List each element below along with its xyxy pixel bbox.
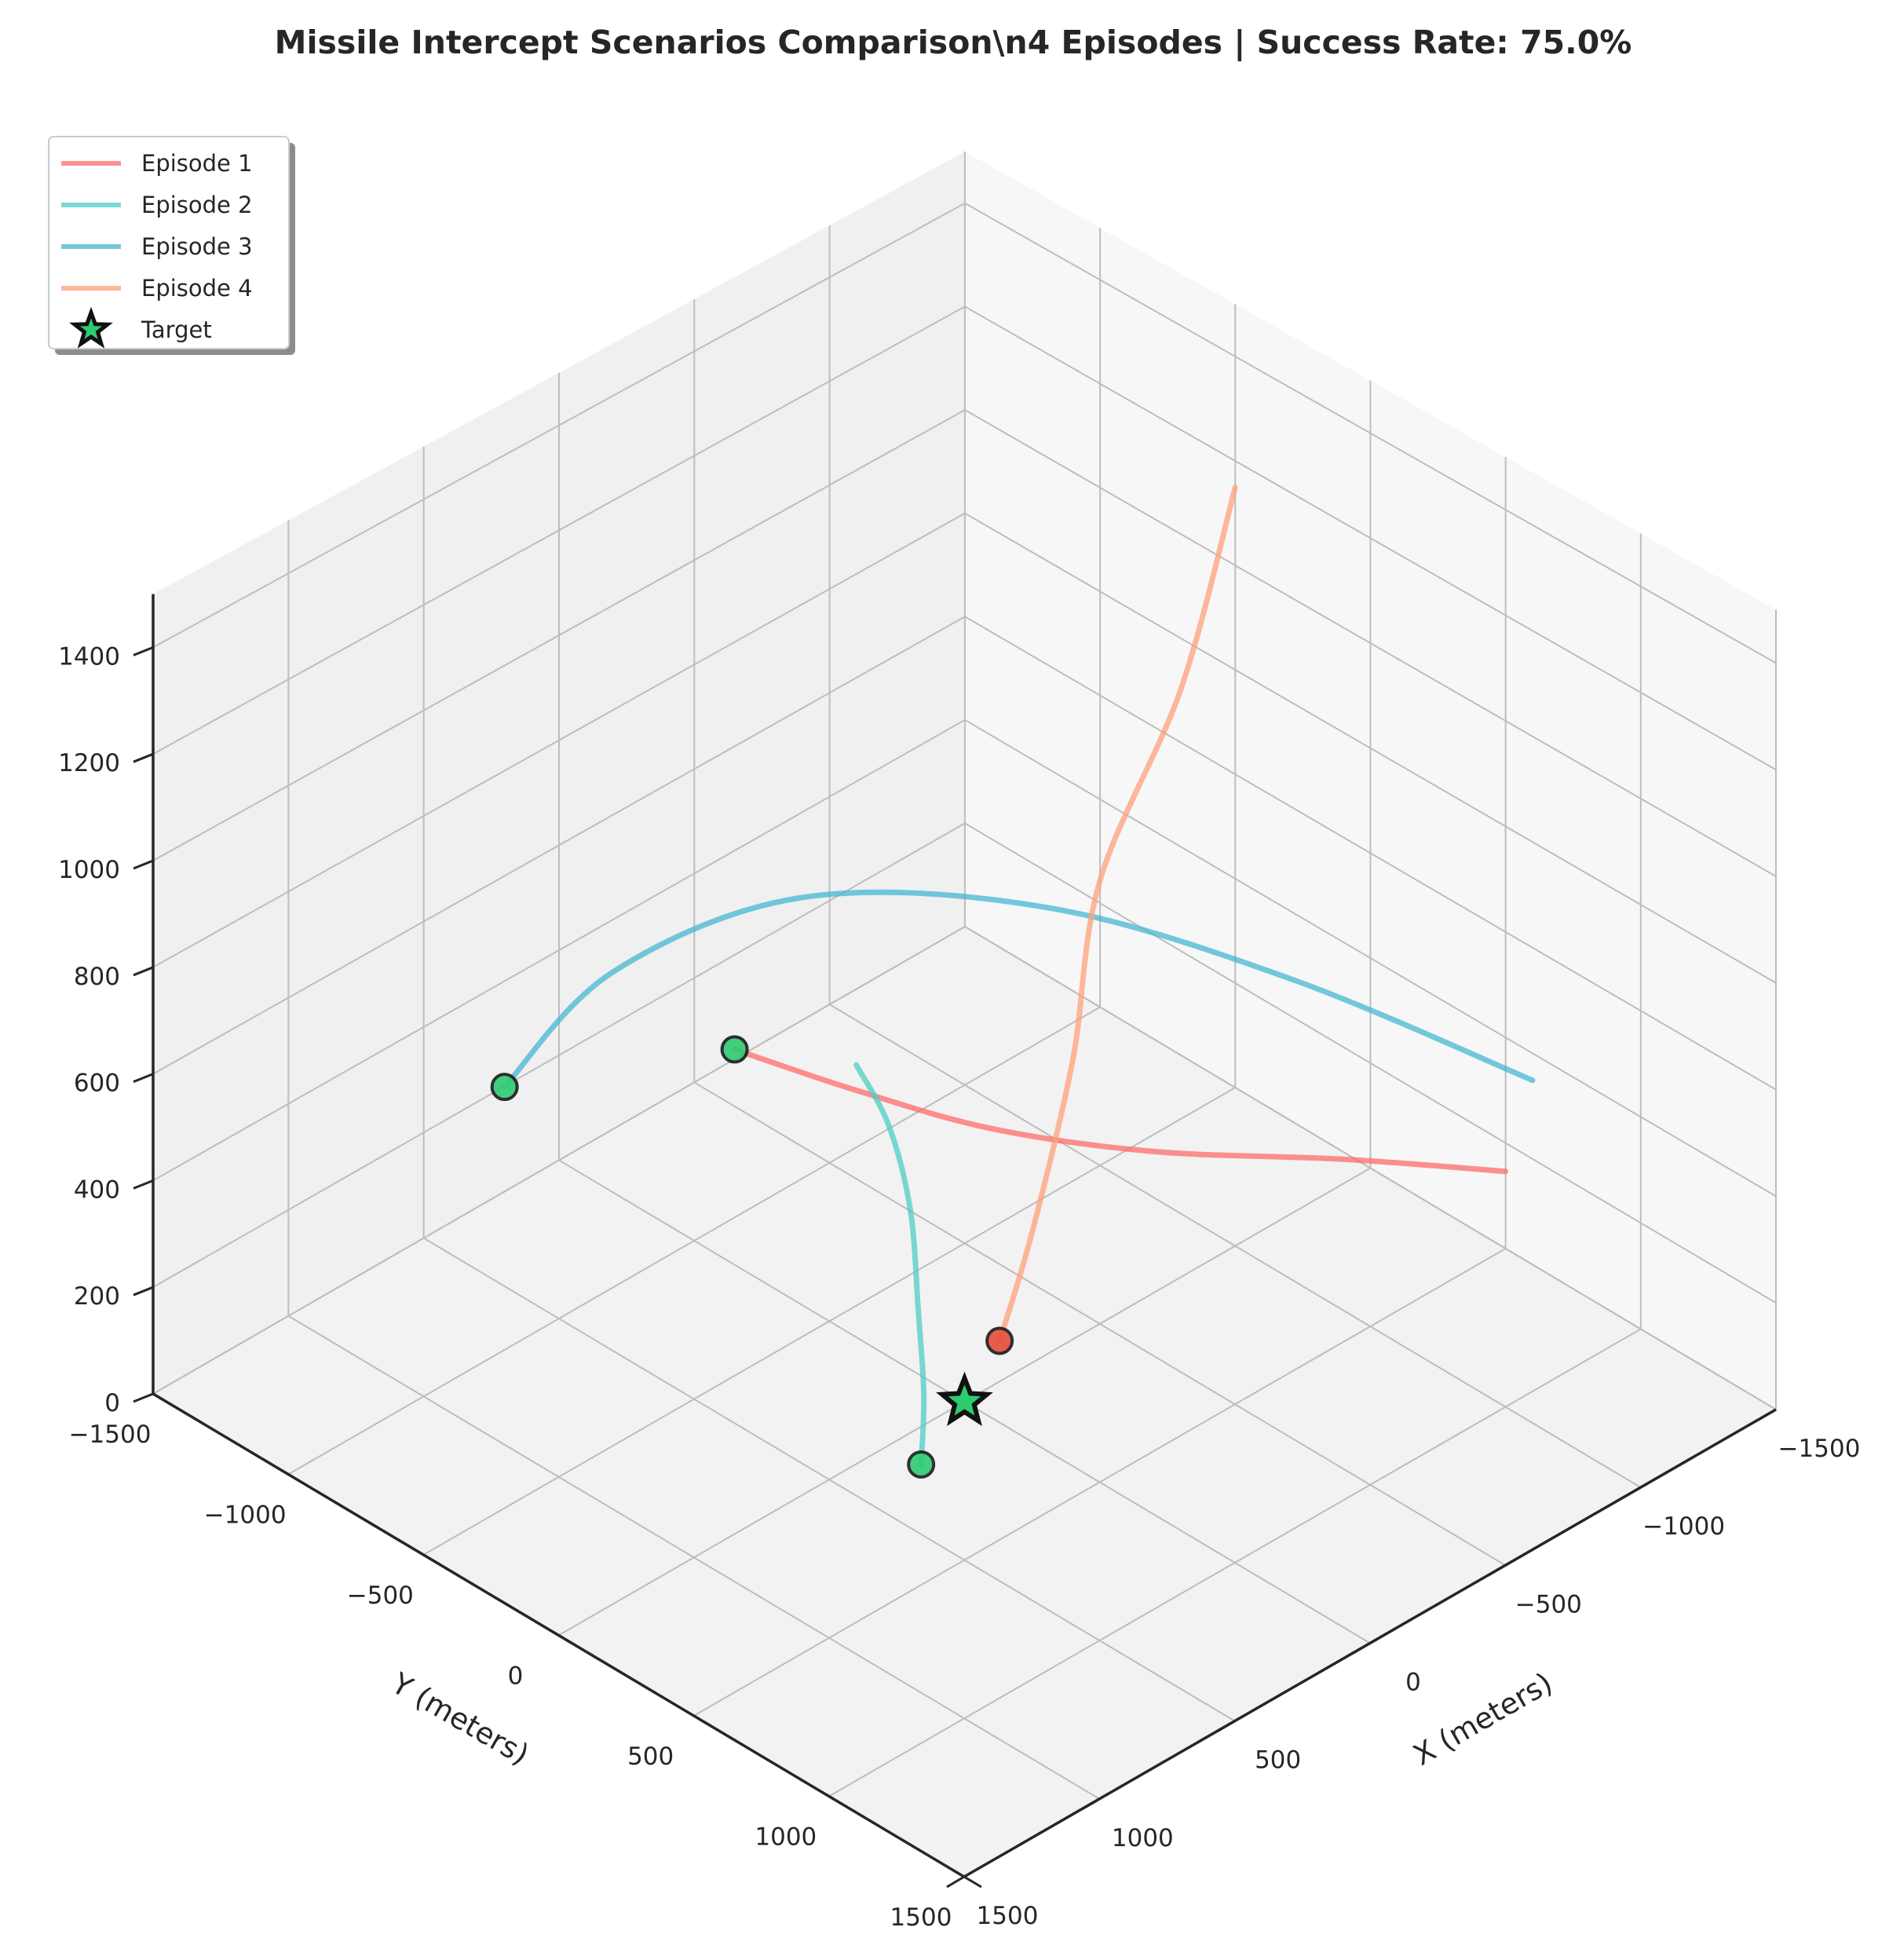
x-tick-label: −500 — [1515, 1590, 1582, 1618]
z-tick-label: 200 — [74, 1282, 120, 1311]
z-tick — [133, 859, 154, 870]
grid-line — [828, 1328, 1642, 1797]
x-tick-label: 1000 — [1112, 1824, 1174, 1852]
z-tick — [133, 1392, 154, 1403]
legend-box — [48, 136, 290, 349]
z-tick-label: 0 — [104, 1389, 120, 1417]
x-tick-label: −1000 — [1642, 1512, 1725, 1541]
x-tick — [1487, 1564, 1507, 1577]
chart-title: Missile Intercept Scenarios Comparison\n… — [275, 24, 1632, 62]
y-tick — [152, 1392, 171, 1406]
legend-label-episode-2: Episode 2 — [141, 192, 253, 218]
x-tick — [1081, 1797, 1101, 1811]
plot-series — [490, 485, 1536, 1479]
x-tick — [1352, 1642, 1371, 1655]
tick-labels: −1500 −1000 −500 0 500 1000 1500 −1500 −1000 −500… — [58, 642, 1860, 1932]
grid-line — [287, 1006, 1101, 1475]
legend-label-episode-4: Episode 4 — [141, 275, 253, 302]
endpoint-marker-episode-3 — [490, 1073, 519, 1102]
grid-lines — [152, 152, 1777, 1878]
x-tick-label: −1500 — [1778, 1435, 1861, 1463]
y-tick — [963, 1875, 982, 1889]
y-tick-label: 0 — [508, 1662, 524, 1691]
grid-line — [964, 409, 1777, 877]
x-tick — [1622, 1486, 1642, 1499]
z-tick-label: 1000 — [58, 856, 120, 884]
legend: Episode 1 Episode 2 Episode 3 Episode 4 Targ… — [48, 136, 295, 355]
grid-line — [964, 719, 1777, 1198]
grid-line — [693, 1248, 1507, 1717]
legend-label-target: Target — [141, 316, 212, 343]
grid-line — [964, 926, 1777, 1410]
grid-line — [422, 1087, 1236, 1556]
grid-line — [152, 719, 966, 1182]
endpoint-marker-episode-1 — [720, 1035, 749, 1064]
x-tick — [1216, 1720, 1236, 1732]
grid-line — [964, 512, 1777, 984]
y-tick-label: 1000 — [754, 1823, 817, 1852]
y-tick-label: −1000 — [204, 1501, 287, 1530]
z-tick — [133, 966, 154, 977]
endpoint-marker-episode-2 — [907, 1450, 936, 1479]
series-line-episode-1 — [732, 1046, 1508, 1175]
z-tick — [133, 1179, 154, 1190]
grid-line — [152, 822, 966, 1289]
x-tick-label: 1500 — [977, 1902, 1039, 1930]
z-tick — [133, 752, 154, 763]
grid-line — [152, 926, 966, 1395]
y-tick-label: −1500 — [69, 1421, 152, 1449]
x-tick — [946, 1875, 965, 1889]
tick-marks — [133, 646, 1777, 1889]
grid-line — [152, 202, 966, 649]
target-star-marker — [936, 1371, 993, 1426]
z-tick-label: 1400 — [58, 642, 120, 671]
y-tick — [557, 1634, 577, 1647]
z-tick-label: 600 — [74, 1070, 120, 1098]
grid-line — [964, 616, 1777, 1091]
z-tick-label: 800 — [74, 963, 120, 991]
y-tick — [692, 1714, 712, 1728]
y-tick-label: −500 — [347, 1582, 414, 1610]
z-tick — [133, 1073, 154, 1083]
x-tick — [1758, 1408, 1777, 1421]
legend-swatch-target — [69, 306, 113, 349]
grid-line — [964, 822, 1777, 1304]
y-tick-label: 500 — [627, 1742, 674, 1771]
z-tick — [133, 646, 154, 656]
grid-line — [152, 305, 966, 755]
x-tick-label: 0 — [1405, 1669, 1421, 1697]
x-tick-label: 500 — [1255, 1746, 1301, 1775]
z-tick-label: 400 — [74, 1176, 120, 1204]
y-tick-label: 1500 — [890, 1903, 952, 1932]
series-line-episode-4 — [996, 485, 1238, 1344]
z-tick — [133, 1285, 154, 1296]
series-line-episode-2 — [853, 1062, 927, 1468]
x-axis-label: X (meters) — [1408, 1666, 1558, 1772]
series-line-episode-3 — [502, 889, 1536, 1090]
grid-line — [152, 512, 966, 968]
y-tick — [287, 1473, 306, 1486]
grid-line — [964, 305, 1777, 771]
grid-line — [152, 409, 966, 861]
legend-label-episode-3: Episode 3 — [141, 233, 253, 260]
y-tick — [422, 1553, 442, 1567]
legend-label-episode-1: Episode 1 — [141, 150, 253, 177]
y-tick — [828, 1795, 847, 1808]
z-tick-label: 1200 — [58, 749, 120, 777]
endpoint-marker-episode-4 — [985, 1326, 1014, 1355]
grid-line — [964, 202, 1777, 664]
grid-line — [152, 616, 966, 1075]
